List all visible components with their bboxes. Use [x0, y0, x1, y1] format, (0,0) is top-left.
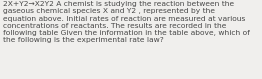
Text: 2X+Y2→X2Y2 A chemist is studying the reaction between the
gaseous chemical speci: 2X+Y2→X2Y2 A chemist is studying the rea…: [3, 1, 250, 43]
